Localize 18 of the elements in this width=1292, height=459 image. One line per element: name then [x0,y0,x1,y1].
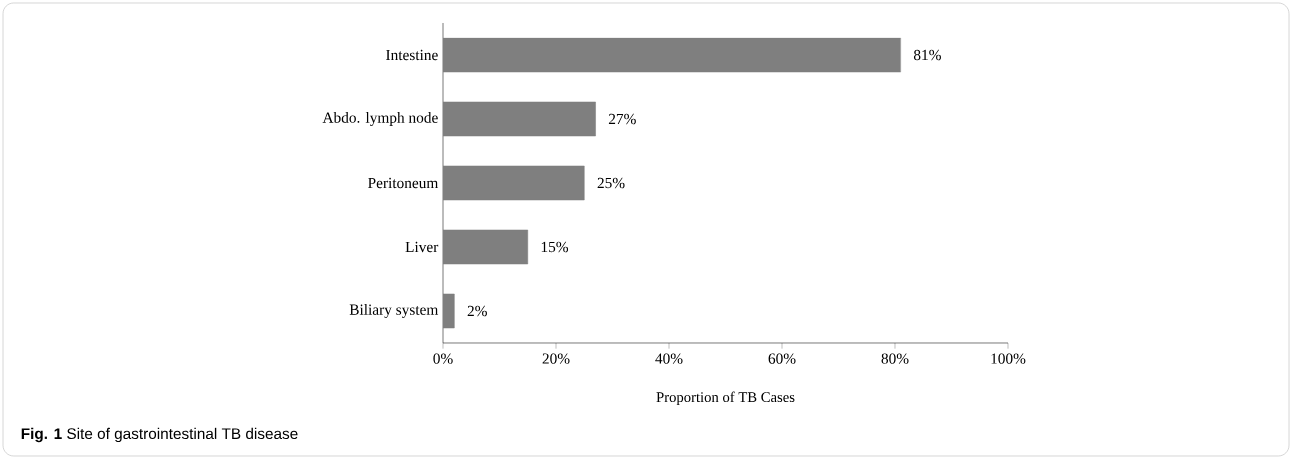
y-tick-label: Peritoneum [368,177,439,189]
x-tick-label: 60% [768,353,796,364]
x-tick-label: 80% [881,353,909,364]
x-tick-label: 40% [655,353,683,364]
data-label: 2% [467,305,487,317]
y-tick-label: Liver [405,241,439,253]
data-label: 81% [913,49,941,61]
x-tick-label: 20% [542,353,570,364]
x-tick-label: 0% [433,353,453,364]
text: Fig. 1 Site of gastrointestinal TB disease [21,427,298,443]
data-label: 27% [608,113,636,125]
y-tick-label: Intestine [386,49,438,61]
data-label: 25% [597,177,625,189]
y-tick-label: Biliary system [349,304,439,318]
x-axis-title: Proportion of TB Cases [656,391,795,406]
y-tick-label: Abdo. lymph node [322,112,438,126]
x-tick-label: 100% [991,353,1026,364]
data-label: 15% [541,241,569,253]
